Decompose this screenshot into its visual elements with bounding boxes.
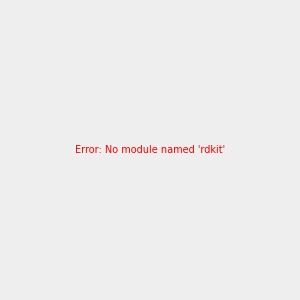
Text: Error: No module named 'rdkit': Error: No module named 'rdkit' [75,145,225,155]
